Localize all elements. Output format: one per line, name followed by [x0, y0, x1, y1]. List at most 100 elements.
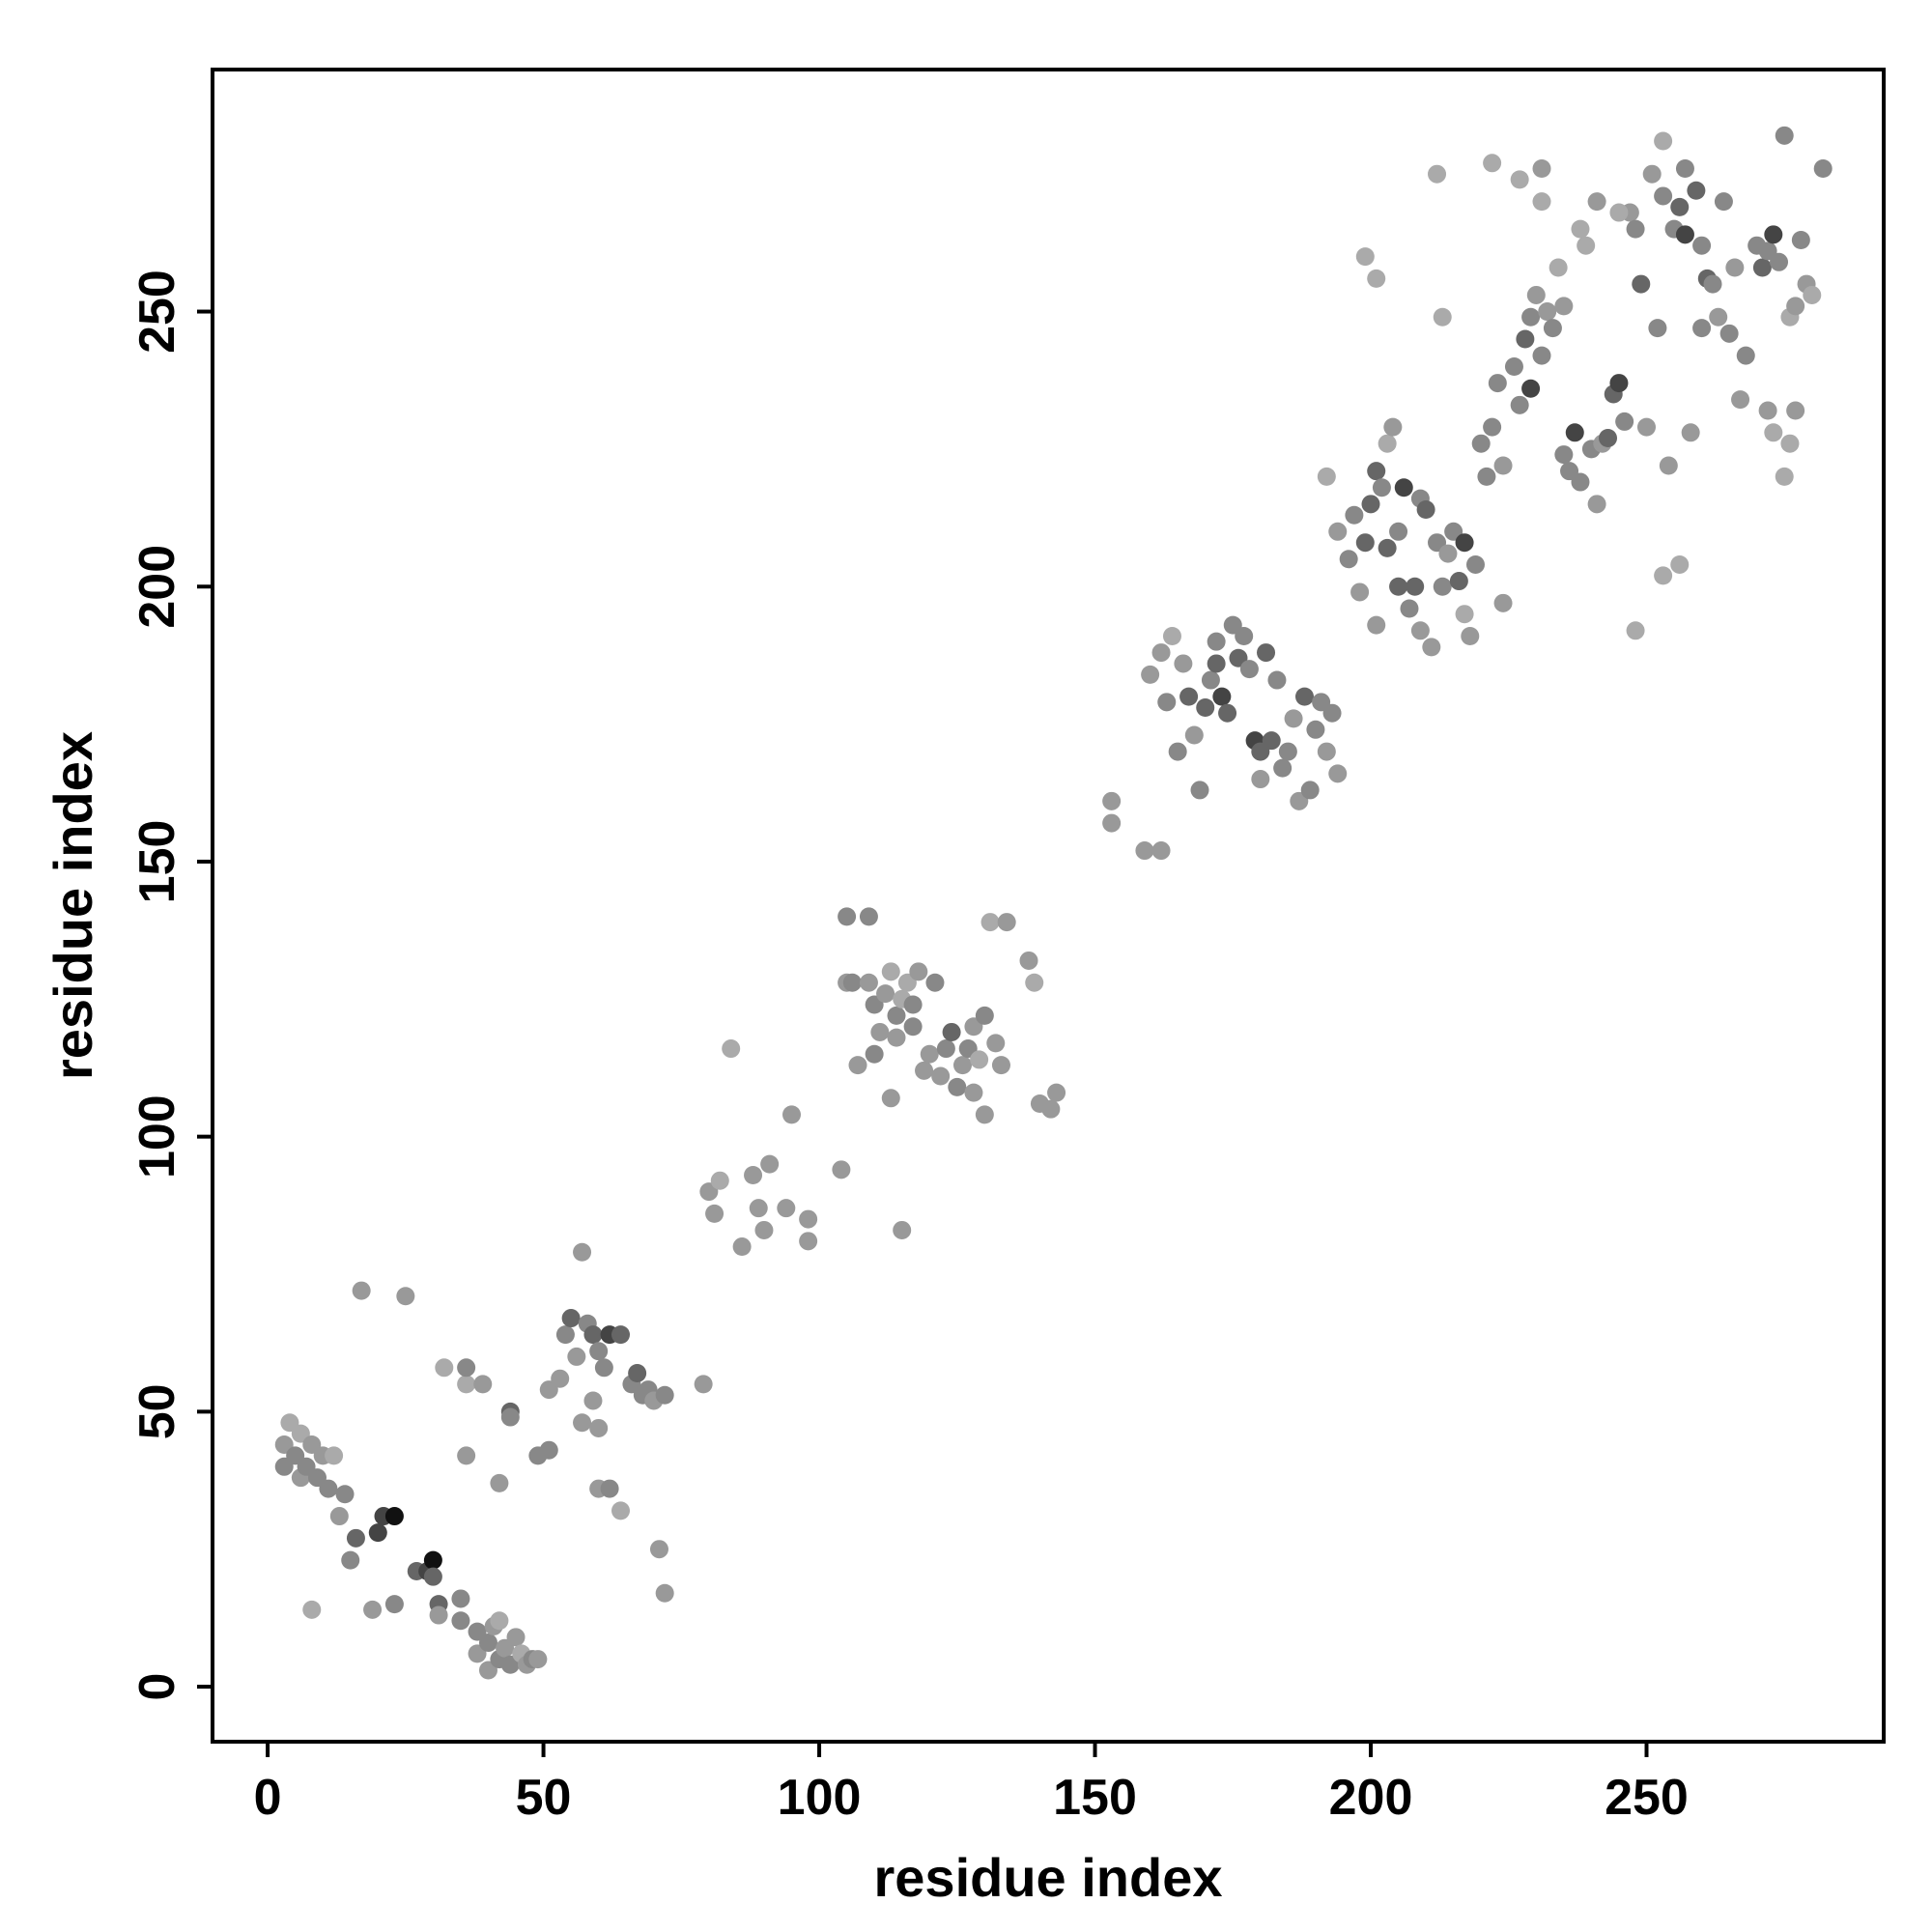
data-point: [710, 1171, 729, 1190]
data-point: [1400, 599, 1419, 618]
data-point: [1355, 247, 1375, 267]
data-point: [1543, 319, 1562, 338]
data-point: [1389, 577, 1408, 596]
data-point: [1510, 395, 1529, 414]
data-point: [1609, 203, 1629, 222]
data-point: [997, 913, 1016, 932]
data-point: [1047, 1083, 1066, 1102]
plot-frame: [211, 68, 1886, 1744]
y-tick-label: 150: [129, 820, 185, 904]
data-point: [1135, 841, 1154, 861]
data-point: [975, 1006, 994, 1025]
data-point: [1493, 593, 1513, 612]
data-point: [589, 1342, 609, 1361]
x-tick-label: 100: [778, 1770, 862, 1826]
data-point: [1571, 219, 1590, 239]
data-point: [1659, 456, 1678, 475]
data-point: [435, 1358, 454, 1378]
data-point: [628, 1363, 647, 1382]
data-point: [490, 1611, 509, 1631]
data-point: [909, 962, 928, 981]
data-point: [329, 1507, 349, 1526]
data-point: [1648, 319, 1667, 338]
data-point: [423, 1550, 442, 1570]
data-point: [832, 1160, 851, 1179]
data-point: [1703, 274, 1722, 294]
data-point: [368, 1523, 387, 1543]
data-point: [1406, 577, 1425, 596]
data-point: [920, 1044, 939, 1064]
data-point: [451, 1589, 470, 1608]
data-point: [1257, 643, 1276, 663]
data-point: [1361, 495, 1380, 514]
data-point: [1410, 621, 1430, 640]
data-point: [1151, 841, 1171, 861]
data-point: [341, 1550, 360, 1570]
data-point: [573, 1413, 592, 1433]
data-point: [1587, 495, 1606, 514]
data-point: [1168, 742, 1187, 761]
data-point: [539, 1440, 558, 1460]
data-point: [1775, 126, 1794, 145]
data-point: [1632, 274, 1651, 294]
data-point: [1532, 158, 1551, 178]
data-point: [1196, 698, 1215, 718]
data-point: [1565, 423, 1584, 442]
data-point: [1577, 236, 1596, 255]
data-point: [1692, 236, 1712, 255]
data-point: [1345, 505, 1364, 525]
data-point: [1151, 643, 1171, 663]
data-point: [881, 962, 900, 981]
data-point: [352, 1281, 371, 1300]
data-point: [1218, 703, 1237, 723]
data-point: [457, 1446, 476, 1465]
data-point: [1267, 670, 1287, 690]
data-point: [1294, 687, 1314, 706]
data-point: [1670, 197, 1690, 216]
data-point: [1719, 324, 1739, 343]
data-point: [1493, 456, 1513, 475]
data-point: [1141, 665, 1160, 684]
data-point: [1477, 467, 1496, 486]
data-point: [903, 995, 923, 1014]
data-point: [423, 1567, 442, 1586]
data-point: [384, 1595, 404, 1614]
data-point: [1510, 170, 1529, 189]
data-point: [1367, 269, 1386, 288]
data-point: [1642, 164, 1662, 184]
data-point: [1306, 720, 1325, 739]
data-point: [1184, 725, 1204, 745]
data-point: [1433, 307, 1452, 327]
data-point: [1532, 346, 1551, 365]
data-point: [457, 1358, 476, 1378]
data-point: [799, 1209, 818, 1229]
data-point: [1278, 742, 1297, 761]
x-tick-label: 0: [254, 1770, 282, 1826]
data-point: [760, 1154, 780, 1174]
x-tick-label: 150: [1053, 1770, 1137, 1826]
data-point: [865, 1044, 884, 1064]
data-point: [1394, 478, 1413, 497]
x-tick-label: 50: [516, 1770, 572, 1826]
data-point: [1438, 544, 1458, 563]
y-tick-label: 250: [129, 270, 185, 354]
data-point: [1571, 472, 1590, 492]
data-point: [1548, 258, 1568, 277]
data-point: [384, 1507, 404, 1526]
data-point: [335, 1485, 355, 1504]
data-point: [1041, 1099, 1061, 1119]
data-point: [1516, 329, 1535, 349]
data-point: [1675, 225, 1694, 244]
data-point: [893, 1220, 912, 1239]
data-point: [881, 1089, 900, 1108]
data-point: [777, 1199, 796, 1218]
data-point: [732, 1237, 752, 1257]
data-point: [1714, 192, 1733, 212]
data-point: [948, 1077, 967, 1096]
data-point: [1367, 462, 1386, 481]
data-point: [1609, 374, 1629, 393]
data-point: [1102, 813, 1122, 833]
data-point: [838, 907, 857, 926]
data-point: [964, 1083, 983, 1102]
data-point: [1483, 417, 1502, 437]
